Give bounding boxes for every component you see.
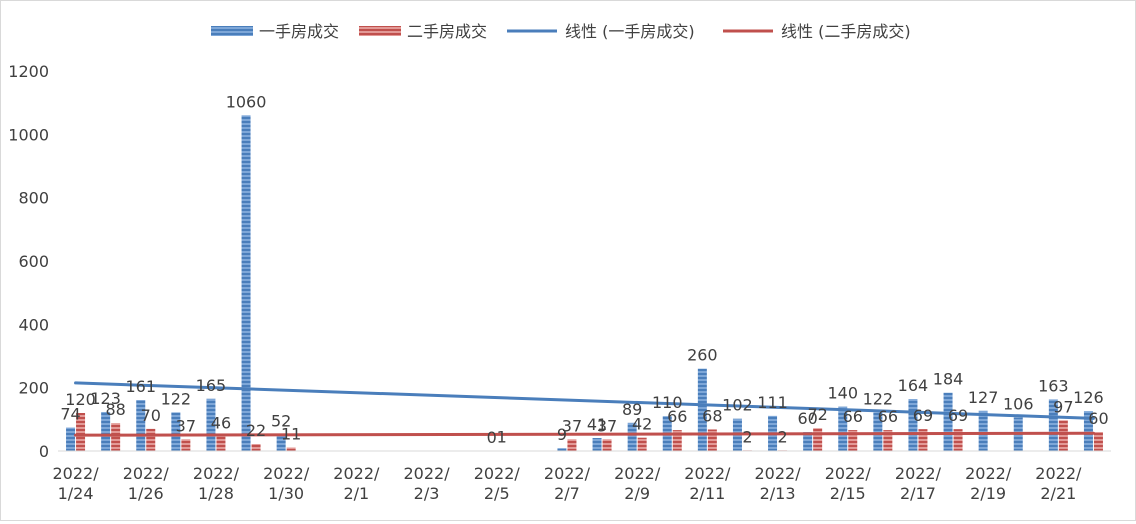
y-tick-label: 600 xyxy=(18,252,49,271)
data-label-new-home: 140 xyxy=(827,384,858,403)
x-tick-label: 2022/1/24 xyxy=(52,464,99,503)
legend-resale-swatch xyxy=(359,26,401,36)
data-label-resale: 46 xyxy=(211,413,231,432)
bar-resale xyxy=(111,423,120,451)
data-label-resale: 66 xyxy=(843,407,863,426)
x-tick-label: 2022/1/28 xyxy=(193,464,240,503)
bar-resale xyxy=(216,436,225,451)
bar-resale xyxy=(567,439,576,451)
y-tick-label: 0 xyxy=(39,442,49,461)
bar-new-home xyxy=(593,438,602,451)
data-label-new-home: 164 xyxy=(898,376,929,395)
data-label-resale: 120 xyxy=(65,390,96,409)
data-label-resale: 42 xyxy=(632,415,652,434)
bar-resale xyxy=(181,439,190,451)
data-label-new-home: 111 xyxy=(757,393,788,412)
data-label-new-home: 127 xyxy=(968,388,999,407)
data-label-new-home: 184 xyxy=(933,370,964,389)
x-tick-label: 2022/2/11 xyxy=(684,464,731,503)
bar-resale xyxy=(1094,432,1103,451)
data-label-resale: 72 xyxy=(807,405,827,424)
data-label-resale: 66 xyxy=(667,407,687,426)
bar-resale xyxy=(603,439,612,451)
x-tick-label: 2022/2/15 xyxy=(825,464,872,503)
y-tick-label: 400 xyxy=(18,315,49,334)
legend-new-home-label: 一手房成交 xyxy=(259,22,339,41)
data-label-resale: 11 xyxy=(281,425,301,444)
x-tick-label: 2022/2/17 xyxy=(895,464,942,503)
legend-trend-resale: 线性 (二手房成交) xyxy=(723,22,911,41)
legend-trend-new-home-label: 线性 (一手房成交) xyxy=(565,22,695,41)
bar-new-home xyxy=(66,428,75,451)
y-axis: 0 200 400 600 800 1000 1200 xyxy=(8,62,49,461)
bar-new-home xyxy=(979,411,988,451)
trendline-resale xyxy=(76,433,1094,435)
data-label-new-home: 122 xyxy=(863,389,894,408)
data-label-new-home: 1060 xyxy=(226,92,267,111)
data-label-resale: 88 xyxy=(105,400,125,419)
y-tick-label: 1200 xyxy=(8,62,49,81)
legend-new-home-swatch xyxy=(211,26,253,36)
data-label-resale: 60 xyxy=(1088,409,1108,428)
x-tick-label: 2022/1/30 xyxy=(263,464,310,503)
x-tick-label: 2022/2/7 xyxy=(544,464,591,503)
data-label-resale: 2 xyxy=(742,427,752,446)
bar-resale xyxy=(813,428,822,451)
data-label-resale: 97 xyxy=(1053,397,1073,416)
legend-trend-resale-label: 线性 (二手房成交) xyxy=(781,22,911,41)
x-tick-label: 2022/2/13 xyxy=(754,464,801,503)
data-label-new-home: 165 xyxy=(196,376,227,395)
data-label-new-home: 126 xyxy=(1073,388,1104,407)
legend: 一手房成交 二手房成交 线性 (一手房成交) 线性 (二手房成交) xyxy=(211,22,911,41)
bar-resale xyxy=(146,429,155,451)
y-tick-label: 800 xyxy=(18,189,49,208)
bar-resale xyxy=(1059,420,1068,451)
data-label-resale: 37 xyxy=(176,416,196,435)
x-tick-label: 2022/2/21 xyxy=(1035,464,1082,503)
x-tick-label: 2022/2/1 xyxy=(333,464,380,503)
data-label-resale: 66 xyxy=(878,407,898,426)
data-label-resale: 37 xyxy=(597,416,617,435)
data-label-resale: 69 xyxy=(913,406,933,425)
data-label-new-home: 260 xyxy=(687,346,718,365)
legend-new-home: 一手房成交 xyxy=(211,22,339,41)
x-tick-label: 2022/2/5 xyxy=(474,464,521,503)
legend-resale-label: 二手房成交 xyxy=(407,22,487,41)
data-label-resale: 70 xyxy=(141,406,161,425)
data-label-new-home: 122 xyxy=(161,389,192,408)
bar-resale xyxy=(252,444,261,451)
data-label-new-home: 163 xyxy=(1038,376,1069,395)
x-axis: 2022/1/24 2022/1/26 2022/1/28 2022/1/30 2022… xyxy=(52,451,1111,503)
bar-new-home xyxy=(242,115,251,451)
x-tick-label: 2022/2/3 xyxy=(403,464,450,503)
data-label-resale: 2 xyxy=(777,427,787,446)
x-tick-label: 2022/2/19 xyxy=(965,464,1012,503)
bar-resale xyxy=(287,448,296,451)
data-label-resale: 69 xyxy=(948,406,968,425)
data-label-resale: 37 xyxy=(562,416,582,435)
data-label-resale: 22 xyxy=(246,421,266,440)
data-label-resale: 1 xyxy=(497,428,507,447)
y-tick-label: 1000 xyxy=(8,125,49,144)
data-label-resale: 68 xyxy=(702,406,722,425)
y-tick-label: 200 xyxy=(18,379,49,398)
data-label-new-home: 102 xyxy=(722,396,753,415)
data-label-new-home: 161 xyxy=(125,377,156,396)
x-tick-label: 2022/1/26 xyxy=(123,464,170,503)
legend-resale: 二手房成交 xyxy=(359,22,487,41)
data-label-new-home: 106 xyxy=(1003,394,1034,413)
data-label-new-home: 0 xyxy=(487,428,497,447)
x-tick-label: 2022/2/9 xyxy=(614,464,661,503)
bar-resale xyxy=(638,438,647,451)
legend-trend-new-home: 线性 (一手房成交) xyxy=(507,22,695,41)
